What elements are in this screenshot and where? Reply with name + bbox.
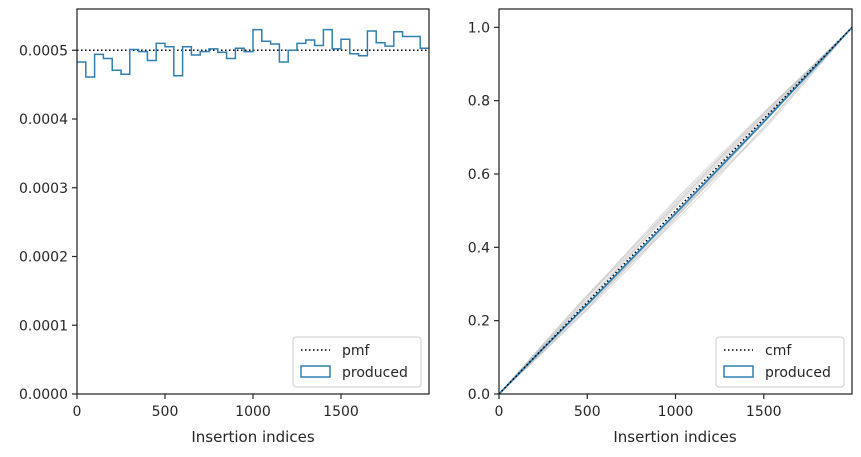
right-axis-ticks: 0 500 1000 1500 0.0 0.2 0.4 0.6 0.8 1.0 [468,20,782,420]
right-y-tick-label: 0.4 [468,240,490,256]
right-y-tick-label: 0.0 [468,387,490,403]
pmf-chart: 0 500 1000 1500 0.0000 0.0001 0.0002 0.0003 0.00… [19,8,430,446]
left-y-tick-label: 0.0002 [19,250,68,266]
left-x-tick-label: 0 [73,404,82,420]
left-axis-ticks: 0 500 1000 1500 0.0000 0.0001 0.0002 0.0003 0.00… [19,43,359,420]
left-legend-produced-swatch [300,365,331,378]
left-y-tick-label: 0.0000 [19,387,68,403]
left-x-tick-label: 1500 [323,404,359,420]
left-x-tick-label: 1000 [235,404,271,420]
right-legend: cmf produced [715,336,845,388]
cmf-line [498,26,853,395]
right-x-tick-label: 0 [495,404,504,420]
left-legend-produced-label: produced [342,365,408,381]
right-plot-frame [498,8,853,395]
left-legend: pmf produced [292,336,422,388]
right-x-tick-label: 500 [574,404,601,420]
left-x-tick-label: 500 [152,404,179,420]
simulation-line [498,26,853,395]
right-x-tick-label: 1000 [658,404,694,420]
right-legend-cmf-label: cmf [765,343,792,359]
left-y-tick-label: 0.0003 [19,181,68,197]
left-plot-frame [76,8,430,395]
right-y-tick-label: 0.2 [468,314,490,330]
right-x-tick-label: 1500 [746,404,782,420]
right-legend-produced-swatch [723,365,754,378]
left-x-axis-label: Insertion indices [191,428,314,446]
right-y-tick-label: 1.0 [468,20,490,36]
right-y-tick-label: 0.6 [468,167,490,183]
right-x-axis-label: Insertion indices [613,428,736,446]
left-y-tick-label: 0.0004 [19,112,68,128]
produced-step-histogram [77,28,429,78]
right-y-tick-label: 0.8 [468,94,490,110]
cmf-chart: 0 500 1000 1500 0.0 0.2 0.4 0.6 0.8 1.0 Insertion… [468,8,853,446]
left-y-tick-label: 0.0005 [19,43,68,59]
right-legend-produced-label: produced [765,365,831,381]
left-legend-pmf-label: pmf [342,343,371,359]
left-y-tick-label: 0.0001 [19,318,68,334]
